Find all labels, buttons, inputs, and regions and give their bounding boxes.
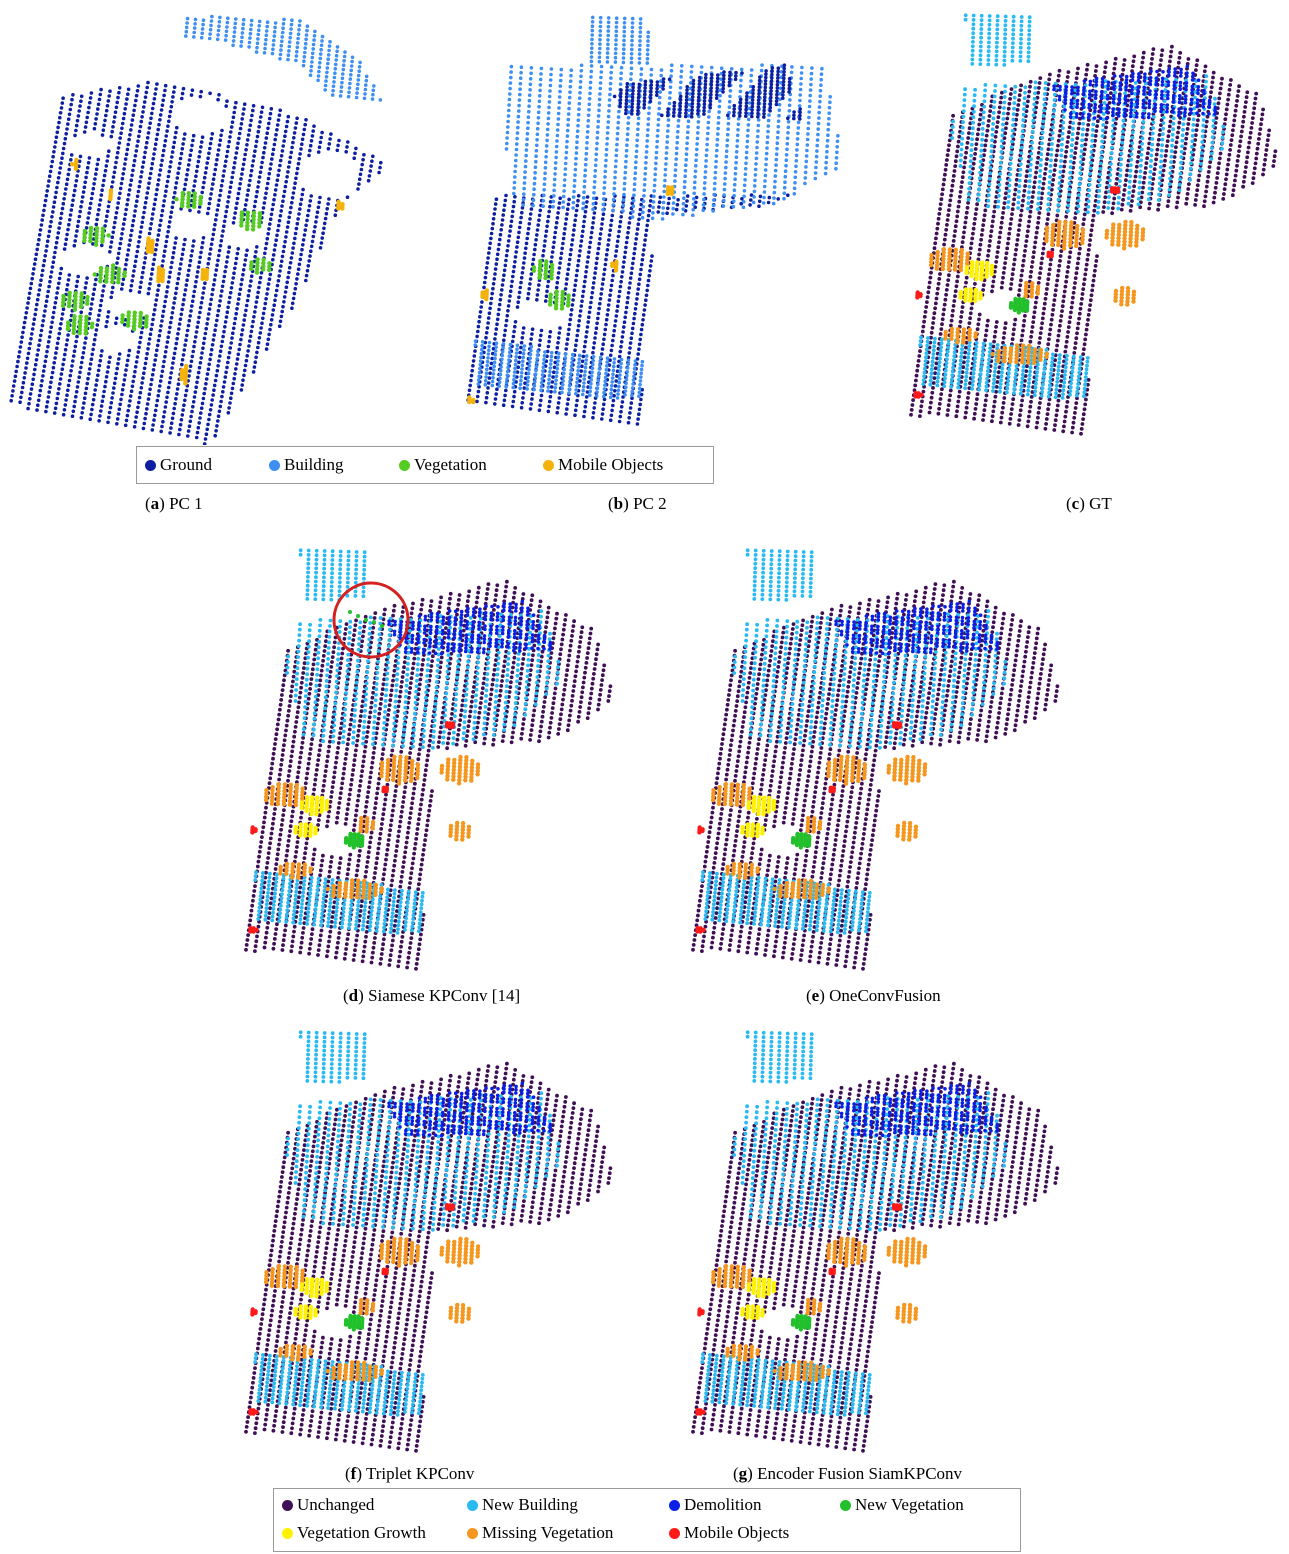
point-cloud-plot-f [244, 1030, 613, 1453]
missing-vegetation-dot-icon [467, 1527, 478, 1539]
legend-label: Mobile Objects [684, 1523, 789, 1543]
building-dot-icon [269, 459, 280, 471]
legend-item-demolition: Demolition [669, 1495, 761, 1515]
caption-c: (c) GT [1066, 494, 1112, 514]
legend-item-new-vegetation: New Vegetation [840, 1495, 964, 1515]
caption-a: (a) PC 1 [145, 494, 203, 514]
new-building-dot-icon [467, 1499, 478, 1511]
mobile-objects-dot-icon [669, 1527, 680, 1539]
mobile-objects-dot-icon [543, 459, 554, 471]
panel-a-point-cloud-1 [0, 5, 420, 445]
legend-label: Missing Vegetation [482, 1523, 613, 1543]
legend-label: Ground [160, 455, 212, 475]
legend-item-mobile-objects: Mobile Objects [669, 1523, 789, 1543]
legend-label: New Vegetation [855, 1495, 964, 1515]
caption-g: (g) Encoder Fusion SiamKPConv [733, 1464, 962, 1484]
legend-item-building: Building [269, 455, 344, 475]
caption-f: (f) Triplet KPConv [345, 1464, 474, 1484]
legend-label: Mobile Objects [558, 455, 663, 475]
ground-dot-icon [145, 459, 156, 471]
legend-item-unchanged: Unchanged [282, 1495, 374, 1515]
highlight-circle [332, 581, 410, 659]
vegetation-dot-icon [399, 459, 410, 471]
legend-label: Vegetation [414, 455, 487, 475]
caption-e: (e) OneConvFusion [806, 986, 941, 1006]
panel-f-triplet-kpconv [225, 1022, 625, 1462]
caption-d: (d) Siamese KPConv [14] [343, 986, 520, 1006]
legend-label: Vegetation Growth [297, 1523, 426, 1543]
legend-item-missing-vegetation: Missing Vegetation [467, 1523, 613, 1543]
panel-e-oneconvfusion [672, 540, 1072, 980]
vegetation-growth-dot-icon [282, 1527, 293, 1539]
legend-item-new-building: New Building [467, 1495, 578, 1515]
top-legend: Ground Building Vegetation Mobile Object… [136, 446, 714, 484]
legend-item-mobile-objects: Mobile Objects [543, 455, 663, 475]
unchanged-dot-icon [282, 1499, 293, 1511]
legend-item-ground: Ground [145, 455, 212, 475]
legend-label: Unchanged [297, 1495, 374, 1515]
panel-b-point-cloud-2 [445, 5, 865, 445]
point-cloud-plot-d [244, 548, 613, 971]
point-cloud-plot-b [466, 15, 840, 426]
panel-g-encoder-fusion-siamkpconv [672, 1022, 1072, 1462]
legend-item-vegetation: Vegetation [399, 455, 487, 475]
panel-d-siamese-kpconv [225, 540, 625, 980]
bottom-legend: Unchanged New Building Demolition New Ve… [273, 1488, 1021, 1552]
point-cloud-plot-e [691, 548, 1060, 971]
demolition-dot-icon [669, 1499, 680, 1511]
legend-label: Building [284, 455, 344, 475]
caption-b: (b) PC 2 [608, 494, 667, 514]
legend-label: Demolition [684, 1495, 761, 1515]
point-cloud-plot-a [9, 14, 383, 445]
panel-c-ground-truth [890, 5, 1289, 445]
legend-label: New Building [482, 1495, 578, 1515]
point-cloud-plot-g [691, 1030, 1060, 1453]
legend-item-vegetation-growth: Vegetation Growth [282, 1523, 426, 1543]
point-cloud-plot-c [909, 13, 1278, 436]
new-vegetation-dot-icon [840, 1499, 851, 1511]
